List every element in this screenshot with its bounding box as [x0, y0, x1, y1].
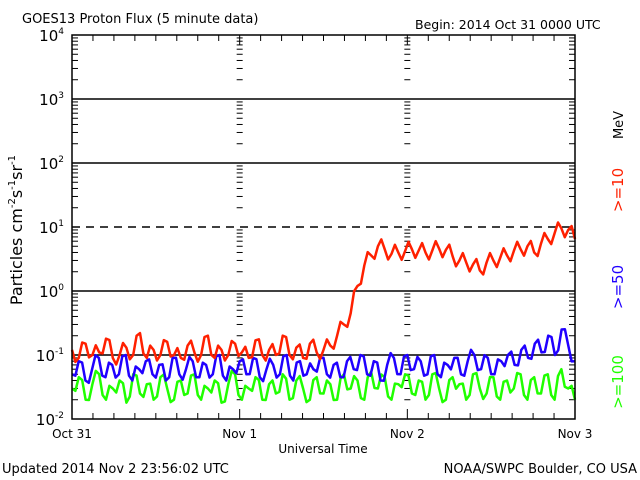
y-tick-exponent: 0	[58, 283, 64, 293]
x-tick-label: Nov 2	[390, 427, 425, 441]
y-tick-label: 102	[39, 155, 64, 173]
y-tick-base: 10	[39, 219, 58, 237]
y-tick-base: 10	[39, 283, 58, 301]
ylabel-text: Particles cm	[7, 208, 26, 305]
y-tick-label: 10-2	[36, 411, 64, 429]
x-axis-label: Universal Time	[278, 442, 367, 456]
series-line-gte10	[70, 221, 577, 366]
y-tick-label: 100	[39, 283, 64, 301]
begin-label: Begin: 2014 Oct 31 0000 UTC	[415, 17, 601, 32]
x-tick-label: Nov 3	[558, 427, 593, 441]
series-line-gte100	[71, 367, 577, 404]
x-tick-label: Oct 31	[52, 427, 92, 441]
y-tick-exponent: -1	[55, 347, 64, 357]
plot-frame	[71, 34, 576, 420]
chart-title: GOES13 Proton Flux (5 minute data)	[22, 12, 258, 27]
ylabel-exp: -2	[7, 198, 18, 208]
y-tick-exponent: -2	[55, 411, 64, 421]
legend: >=10 >=50 >=100	[609, 168, 627, 409]
y-tick-exponent: 3	[58, 91, 64, 101]
y-tick-base: 10	[39, 155, 58, 173]
ylabel-exp: -1	[7, 180, 18, 190]
y-tick-base: 10	[36, 347, 55, 365]
y-tick-exponent: 2	[58, 155, 64, 165]
units-label: MeV	[612, 111, 627, 139]
updated-timestamp: Updated 2014 Nov 2 23:56:02 UTC	[2, 462, 229, 477]
series-group	[70, 221, 577, 404]
legend-label: >=50	[609, 265, 627, 309]
y-tick-base: 10	[39, 27, 58, 45]
x-tick-labels: Oct 31 Nov 1 Nov 2 Nov 3	[52, 427, 592, 441]
y-tick-exponent: 1	[58, 219, 64, 229]
plot-grid	[72, 35, 575, 419]
series-line-gte50	[71, 327, 576, 385]
x-tick-label: Nov 1	[222, 427, 257, 441]
legend-label: >=10	[609, 168, 627, 212]
source-label: NOAA/SWPC Boulder, CO USA	[444, 462, 637, 477]
y-tick-base: 10	[39, 91, 58, 109]
y-tick-label: 10-1	[36, 347, 64, 365]
y-tick-base: 10	[36, 411, 55, 429]
y-tick-label: 104	[39, 27, 64, 45]
legend-label: >=100	[609, 355, 627, 409]
ylabel-text: s	[7, 190, 26, 198]
y-axis-label: Particles cm-2s-1sr-1	[7, 155, 26, 305]
y-tick-label: 101	[39, 219, 64, 237]
ylabel-exp: -1	[7, 155, 18, 165]
y-tick-label: 103	[39, 91, 64, 109]
y-tick-exponent: 4	[58, 27, 64, 37]
ylabel-text: sr	[7, 165, 26, 180]
